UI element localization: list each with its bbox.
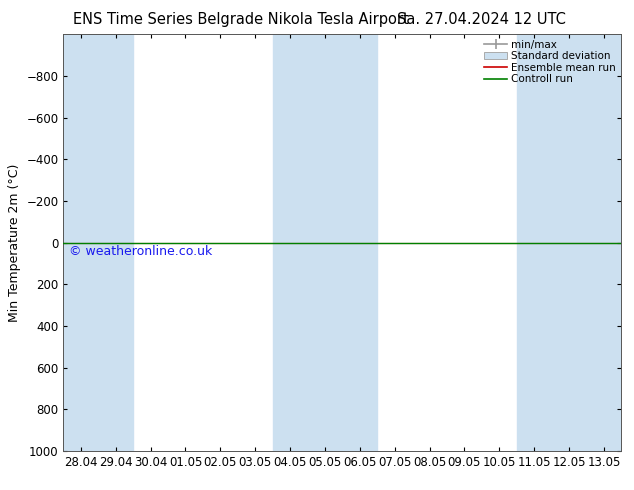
- Text: © weatheronline.co.uk: © weatheronline.co.uk: [69, 245, 212, 258]
- Text: Sa. 27.04.2024 12 UTC: Sa. 27.04.2024 12 UTC: [398, 12, 566, 27]
- Legend: min/max, Standard deviation, Ensemble mean run, Controll run: min/max, Standard deviation, Ensemble me…: [482, 37, 618, 86]
- Bar: [307, 34, 342, 451]
- Text: ENS Time Series Belgrade Nikola Tesla Airport: ENS Time Series Belgrade Nikola Tesla Ai…: [73, 12, 409, 27]
- Bar: [552, 34, 586, 451]
- Bar: [98, 34, 133, 451]
- Bar: [342, 34, 377, 451]
- Bar: [63, 34, 98, 451]
- Y-axis label: Min Temperature 2m (°C): Min Temperature 2m (°C): [8, 163, 21, 322]
- Bar: [586, 34, 621, 451]
- Bar: [517, 34, 552, 451]
- Bar: [273, 34, 307, 451]
